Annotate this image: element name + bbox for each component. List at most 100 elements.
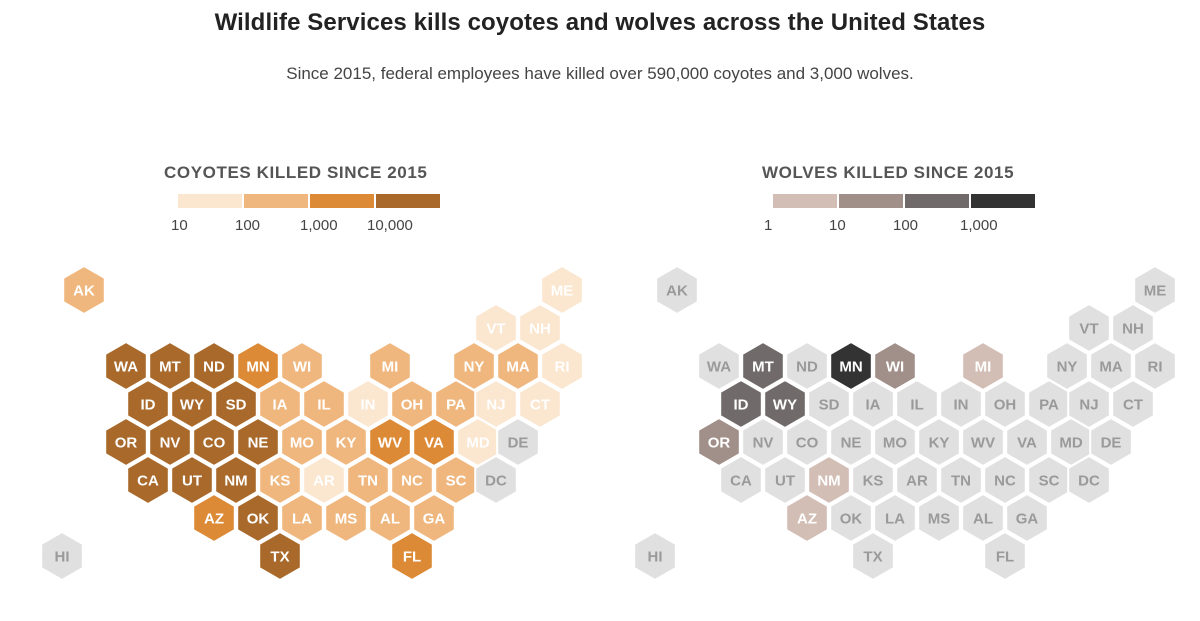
coyotes-hex-shape: [368, 492, 412, 544]
coyotes-hex-shape: [324, 416, 368, 468]
wolves-hex-shape: [763, 378, 807, 430]
wolves-hex-shape: [1005, 416, 1049, 468]
coyotes-hex-label: IL: [317, 397, 330, 414]
wolves-hex-label: RI: [1148, 359, 1163, 376]
coyotes-hex-shape: [302, 378, 346, 430]
coyotes-hex-ia: IA: [258, 378, 302, 430]
coyotes-legend-swatch-1: [178, 194, 242, 208]
wolves-hex-label: NC: [994, 473, 1016, 490]
wolves-hex-map: AK ME VT NH WA MT ND MN WI MI NY MA RI ID WY SD IA IL IN OH…: [633, 264, 1177, 582]
coyotes-hex-shape: [390, 454, 434, 506]
coyotes-hex-oh: OH: [390, 378, 434, 430]
wolves-hex-label: TX: [863, 549, 882, 566]
coyotes-hex-map: AK ME VT NH WA MT ND MN WI MI NY MA RI ID WY SD IA IL IN OH…: [40, 264, 584, 582]
coyotes-hex-shape: [496, 416, 540, 468]
wolves-legend-tick: 100: [893, 217, 919, 234]
coyotes-hex-nd: ND: [192, 340, 236, 392]
coyotes-hex-co: CO: [192, 416, 236, 468]
wolves-hex-label: ND: [796, 359, 818, 376]
wolves-hex-label: ID: [734, 397, 749, 414]
coyotes-hex-label: GA: [423, 511, 446, 528]
coyotes-hex-label: ND: [203, 359, 225, 376]
wolves-hex-shape: [895, 454, 939, 506]
coyotes-hex-label: WV: [378, 435, 402, 452]
coyotes-hex-shape: [540, 340, 584, 392]
coyotes-hex-in: IN: [346, 378, 390, 430]
wolves-hex-label: NV: [753, 435, 774, 452]
wolves-hex-label: FL: [996, 549, 1014, 566]
wolves-legend-tick: 10: [829, 217, 846, 234]
coyotes-hex-label: LA: [292, 511, 312, 528]
coyotes-hex-de: DE: [496, 416, 540, 468]
wolves-legend-bar: [773, 194, 1035, 208]
wolves-hex-ut: UT: [763, 454, 807, 506]
wolves-hex-wv: WV: [961, 416, 1005, 468]
coyotes-hex-shape: [126, 454, 170, 506]
coyotes-hex-label: VT: [486, 321, 505, 338]
wolves-hex-label: UT: [775, 473, 795, 490]
wolves-hex-ga: GA: [1005, 492, 1049, 544]
coyotes-hex-nm: NM: [214, 454, 258, 506]
wolves-hex-label: SC: [1039, 473, 1060, 490]
wolves-hex-label: PA: [1039, 397, 1059, 414]
coyotes-hex-label: TX: [270, 549, 289, 566]
wolves-hex-hi: HI: [633, 530, 677, 582]
coyotes-hex-label: ME: [551, 283, 574, 300]
coyotes-hex-mi: MI: [368, 340, 412, 392]
coyotes-hex-label: KY: [336, 435, 357, 452]
coyotes-hex-label: OK: [247, 511, 270, 528]
wolves-legend-title: WOLVES KILLED SINCE 2015: [762, 163, 1015, 182]
coyotes-hex-va: VA: [412, 416, 456, 468]
coyotes-hex-label: NM: [224, 473, 247, 490]
coyotes-legend-tick: 10: [171, 217, 188, 234]
wolves-hex-shape: [983, 454, 1027, 506]
wolves-hex-shape: [873, 340, 917, 392]
wolves-hex-shape: [763, 454, 807, 506]
wolves-hex-label: CA: [730, 473, 752, 490]
coyotes-hex-ne: NE: [236, 416, 280, 468]
coyotes-hex-label: MS: [335, 511, 358, 528]
coyotes-legend-title: COYOTES KILLED SINCE 2015: [164, 163, 428, 182]
wolves-hex-shape: [829, 492, 873, 544]
coyotes-hex-shape: [236, 492, 280, 544]
coyotes-hex-shape: [324, 492, 368, 544]
wolves-hex-label: MD: [1059, 435, 1082, 452]
wolves-hex-shape: [1111, 378, 1155, 430]
wolves-hex-label: VT: [1079, 321, 1098, 338]
coyotes-hex-shape: [192, 340, 236, 392]
coyotes-hex-label: HI: [55, 549, 70, 566]
coyotes-legend-swatch-2: [244, 194, 308, 208]
wolves-hex-mt: MT: [741, 340, 785, 392]
coyotes-hex-label: NH: [529, 321, 551, 338]
wolves-hex-label: NE: [841, 435, 862, 452]
coyotes-hex-tx: TX: [258, 530, 302, 582]
wolves-hex-al: AL: [961, 492, 1005, 544]
coyotes-hex-wv: WV: [368, 416, 412, 468]
coyotes-hex-al: AL: [368, 492, 412, 544]
coyotes-hex-label: ID: [141, 397, 156, 414]
coyotes-hex-hi: HI: [40, 530, 84, 582]
wolves-hex-or: OR: [697, 416, 741, 468]
coyotes-hex-wy: WY: [170, 378, 214, 430]
coyotes-hex-nv: NV: [148, 416, 192, 468]
chart-subtitle: Since 2015, federal employees have kille…: [286, 64, 914, 83]
coyotes-hex-ca: CA: [126, 454, 170, 506]
wolves-hex-shape: [785, 340, 829, 392]
chart-title: Wildlife Services kills coyotes and wolv…: [214, 9, 986, 36]
coyotes-hex-ma: MA: [496, 340, 540, 392]
coyotes-hex-ut: UT: [170, 454, 214, 506]
wolves-hex-shape: [719, 378, 763, 430]
coyotes-hex-shape: [346, 378, 390, 430]
coyotes-hex-label: IN: [361, 397, 376, 414]
wolves-hex-dc: DC: [1067, 454, 1111, 506]
wolves-hex-vt: VT: [1067, 302, 1111, 354]
coyotes-hex-label: NY: [464, 359, 485, 376]
wolves-hex-shape: [983, 530, 1027, 582]
wolves-hex-label: IA: [866, 397, 881, 414]
coyotes-hex-label: WY: [180, 397, 204, 414]
coyotes-hex-sd: SD: [214, 378, 258, 430]
wolves-hex-label: GA: [1016, 511, 1039, 528]
wolves-hex-nc: NC: [983, 454, 1027, 506]
coyotes-hex-shape: [258, 454, 302, 506]
coyotes-hex-shape: [368, 416, 412, 468]
